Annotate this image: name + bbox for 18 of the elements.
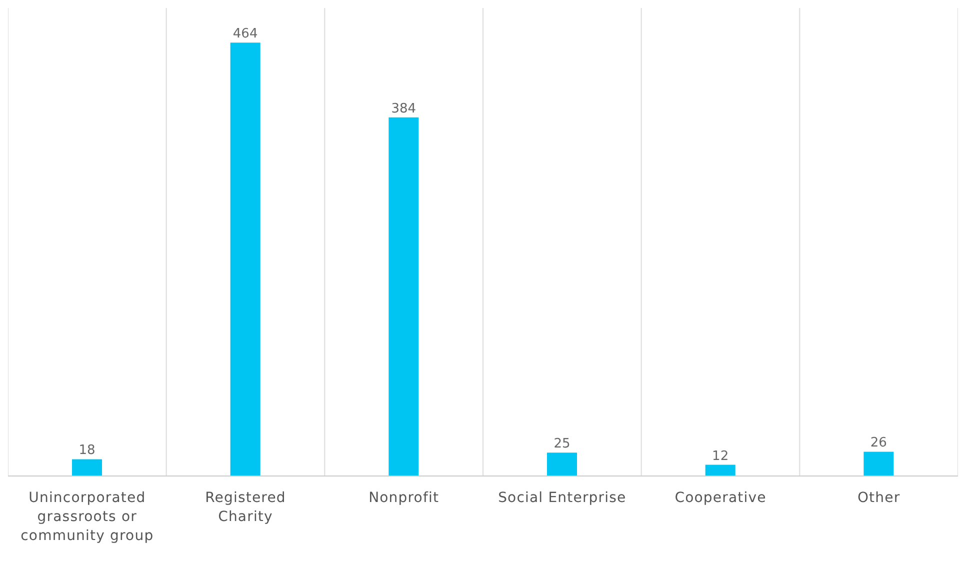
bar xyxy=(388,117,419,476)
x-tick-label: Other xyxy=(857,490,900,506)
x-tick-label: Registered Charity xyxy=(205,490,286,525)
data-label: 18 xyxy=(78,443,96,458)
x-tick-label: Unincorporated grassroots or community group xyxy=(20,490,154,544)
data-label: 12 xyxy=(712,448,729,464)
x-tick-label: Nonprofit xyxy=(368,490,440,506)
data-label: 464 xyxy=(232,26,258,42)
bar xyxy=(547,452,577,476)
bar xyxy=(864,452,894,476)
x-tick-label: Cooperative xyxy=(674,490,766,506)
bar xyxy=(72,459,102,476)
data-label: 384 xyxy=(391,101,416,116)
bar xyxy=(230,42,260,476)
x-tick-label: Social Enterprise xyxy=(498,490,626,506)
data-label: 25 xyxy=(554,436,570,452)
bar xyxy=(705,464,736,476)
data-label: 26 xyxy=(870,436,887,451)
